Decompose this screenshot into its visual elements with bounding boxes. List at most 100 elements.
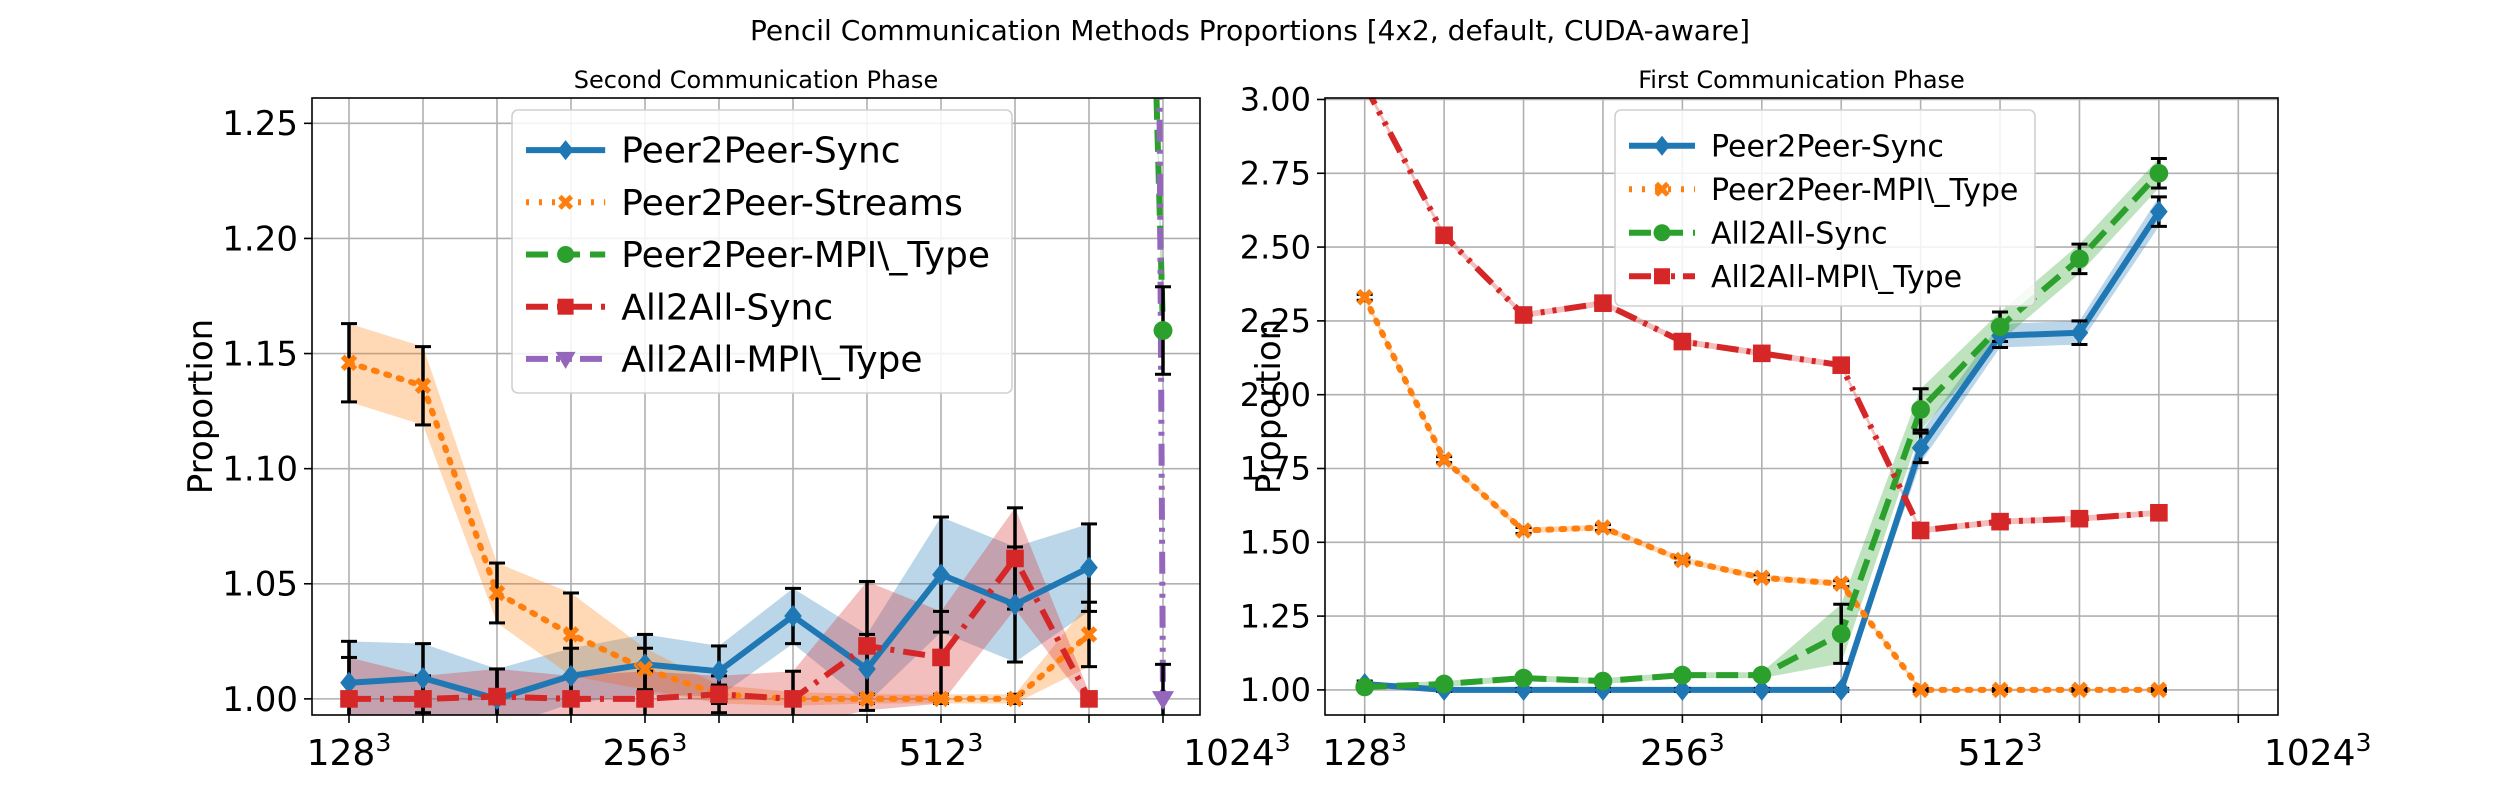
- x-tick-label-base: 1024: [2264, 733, 2356, 774]
- line-peer2peer-streams: [346, 359, 1092, 702]
- point-all2all-sync: [710, 685, 728, 704]
- point-peer2peer-mpi-type: [1594, 519, 1612, 536]
- x-tick-label-exponent: 3: [671, 728, 687, 757]
- point-all2all-sync: [340, 690, 358, 708]
- point-all2all-sync: [1006, 549, 1024, 568]
- point-peer2peer-streams: [858, 690, 876, 708]
- y-tick-label: 1.05: [222, 565, 298, 605]
- legend-marker-peer2peer-streams: [558, 194, 574, 210]
- axes-frame: [1324, 97, 2279, 716]
- point-all2all-sync: [1990, 317, 2010, 337]
- point-all2all-sync: [2149, 163, 2169, 183]
- point-peer2peer-mpi-type: [1153, 321, 1173, 340]
- figure-title: Pencil Communication Methods Proportions…: [750, 14, 1750, 47]
- x-tick-label-base: 256: [603, 733, 672, 774]
- point-peer2peer-sync: [932, 563, 950, 586]
- y-tick-label: 2.75: [1240, 154, 1311, 192]
- point-all2all-sync: [1434, 674, 1454, 694]
- x-tick-label: 1283: [307, 728, 392, 774]
- y-tick-label: 2.25: [1240, 302, 1311, 340]
- point-all2all-sync: [1752, 665, 1772, 685]
- point-all2all-mpi-type: [2070, 509, 2089, 528]
- point-peer2peer-streams: [1006, 690, 1024, 708]
- legend-marker-peer2peer-mpi-type: [1654, 181, 1670, 197]
- point-peer2peer-sync: [340, 671, 358, 694]
- point-peer2peer-mpi-type: [1991, 681, 2009, 699]
- legend: Peer2Peer-Sync Peer2Peer-MPI\_Type All2All…: [1614, 109, 2036, 307]
- legend-label-peer2peer-sync: Peer2Peer-Sync: [1711, 129, 1944, 164]
- y-tick-label: 1.20: [222, 219, 298, 259]
- point-peer2peer-sync: [784, 605, 802, 628]
- x-tick-label: 1283: [1322, 728, 1407, 774]
- band-peer2peer-sync: [349, 517, 1089, 715]
- point-all2all-mpi-type: [1832, 356, 1851, 374]
- point-all2all-sync: [1355, 677, 1375, 697]
- y-tick-label: 2.00: [1240, 376, 1311, 414]
- point-all2all-mpi-type: [1991, 512, 2009, 531]
- legend-label-peer2peer-streams: Peer2Peer-Streams: [621, 183, 963, 224]
- x-tick-label-base: 1024: [1183, 733, 1275, 774]
- y-tick-label: 1.25: [222, 104, 298, 144]
- point-peer2peer-sync: [636, 653, 654, 676]
- legend-label-all2all-mpi-type: All2All-MPI\_Type: [621, 340, 922, 381]
- x-tick-label-exponent: 3: [1709, 728, 1725, 757]
- y-axis-label: Proportion: [181, 319, 221, 494]
- legend-marker-all2all-mpi-type: [555, 351, 576, 369]
- point-all2all-mpi-type: [1514, 306, 1533, 324]
- point-peer2peer-streams: [1080, 626, 1098, 643]
- point-peer2peer-mpi-type: [1912, 681, 1929, 699]
- point-peer2peer-mpi-type: [1435, 451, 1453, 468]
- legend-marker-peer2peer-mpi-type: [557, 246, 575, 263]
- x-tick-label: 2563: [603, 728, 688, 774]
- x-tick-label-exponent: 3: [375, 728, 391, 757]
- y-tick-label: 1.15: [222, 334, 298, 374]
- y-tick-label: 1.00: [1240, 671, 1311, 709]
- point-peer2peer-sync: [2150, 200, 2168, 223]
- plot-series-layer: [340, 98, 1174, 715]
- point-all2all-sync: [1831, 624, 1851, 644]
- x-tick-label: 5123: [1958, 728, 2043, 774]
- legend-label-all2all-sync: All2All-Sync: [621, 287, 833, 328]
- point-all2all-sync: [1080, 690, 1098, 708]
- legend-marker-all2all-sync: [557, 298, 574, 315]
- x-tick-label: 2563: [1640, 728, 1725, 774]
- point-all2all-sync: [784, 690, 802, 708]
- point-all2all-sync: [858, 637, 876, 655]
- point-peer2peer-streams: [562, 626, 580, 643]
- point-all2all-mpi-type: [1911, 521, 1930, 540]
- point-peer2peer-mpi-type: [1832, 575, 1850, 592]
- point-all2all-sync: [1911, 400, 1930, 419]
- x-tick-label-base: 512: [899, 733, 968, 774]
- point-all2all-sync: [562, 690, 580, 708]
- x-tick-label-base: 256: [1640, 733, 1709, 774]
- axes-frame: [311, 97, 1201, 716]
- x-tick-label-base: 512: [1958, 733, 2027, 774]
- legend-label-all2all-mpi-type: All2All-MPI\_Type: [1711, 260, 1962, 295]
- point-all2all-sync: [414, 690, 432, 708]
- legend-marker-peer2peer-sync: [557, 140, 574, 161]
- point-peer2peer-sync: [414, 667, 432, 690]
- plot-series-layer: [1355, 98, 2169, 701]
- point-peer2peer-streams: [488, 584, 506, 602]
- point-all2all-sync: [1673, 665, 1692, 685]
- point-peer2peer-sync: [1752, 678, 1771, 701]
- point-all2all-mpi-type: [1752, 344, 1771, 363]
- legend-marker-all2all-sync: [1653, 224, 1671, 242]
- point-peer2peer-streams: [932, 690, 950, 708]
- x-tick-label-exponent: 3: [2356, 728, 2372, 757]
- subplot-title: Second Communication Phase: [574, 66, 938, 94]
- band-all2all-sync: [349, 507, 1089, 715]
- point-all2all-sync: [2070, 249, 2089, 269]
- point-peer2peer-sync: [1832, 678, 1851, 701]
- legend-marker-peer2peer-sync: [1654, 135, 1670, 156]
- x-tick-label: 10243: [1183, 728, 1291, 774]
- point-peer2peer-mpi-type: [1674, 551, 1691, 569]
- y-tick-label: 2.50: [1240, 228, 1311, 266]
- x-tick-label-exponent: 3: [2026, 728, 2042, 757]
- y-tick-label: 3.00: [1240, 81, 1311, 119]
- y-tick-label: 1.75: [1240, 450, 1311, 488]
- point-peer2peer-mpi-type: [1515, 522, 1532, 539]
- point-all2all-mpi-type: [1673, 332, 1692, 351]
